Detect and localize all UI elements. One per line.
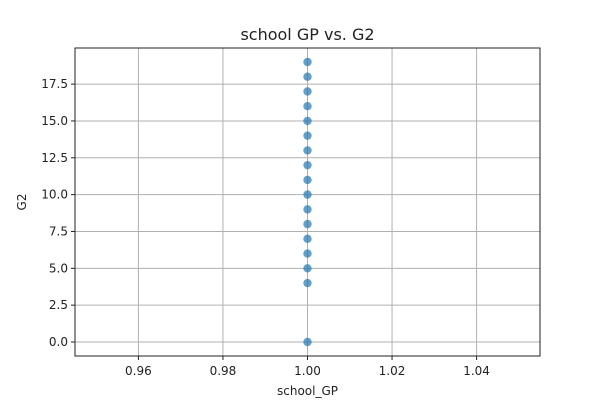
x-tick-label: 1.00 <box>294 364 321 378</box>
data-point <box>303 219 312 229</box>
axis-ticks: 0.96 0.98 1.00 1.02 1.04 0.0 2.5 5.0 7.5 10.0 12.5… <box>41 77 490 378</box>
data-points <box>303 57 312 347</box>
data-point <box>303 264 312 273</box>
data-point <box>303 131 312 140</box>
data-point <box>303 72 312 81</box>
y-tick-label: 7.5 <box>49 224 68 238</box>
data-point <box>303 205 312 214</box>
data-point <box>303 234 312 244</box>
data-point <box>303 87 312 96</box>
y-tick-label: 10.0 <box>41 188 68 202</box>
y-tick-label: 12.5 <box>41 151 68 165</box>
y-tick-label: 5.0 <box>49 261 68 275</box>
chart-title: school GP vs. G2 <box>240 25 374 44</box>
data-point <box>303 160 312 170</box>
x-axis-label: school_GP <box>277 384 338 398</box>
y-tick-label: 15.0 <box>41 114 68 128</box>
x-tick-label: 0.98 <box>210 364 237 378</box>
data-point <box>303 57 312 67</box>
data-point <box>303 278 312 288</box>
data-point <box>303 337 312 347</box>
data-point <box>303 249 312 258</box>
y-tick-label: 0.0 <box>49 335 68 349</box>
y-axis-label: G2 <box>15 194 29 211</box>
data-point <box>303 116 312 126</box>
data-point <box>303 146 312 155</box>
y-tick-label: 17.5 <box>41 77 68 91</box>
x-tick-label: 0.96 <box>125 364 152 378</box>
y-tick-label: 2.5 <box>49 298 68 312</box>
x-tick-label: 1.04 <box>463 364 490 378</box>
data-point <box>303 102 312 111</box>
data-point <box>303 190 312 199</box>
x-tick-label: 1.02 <box>379 364 406 378</box>
data-point <box>303 175 312 185</box>
